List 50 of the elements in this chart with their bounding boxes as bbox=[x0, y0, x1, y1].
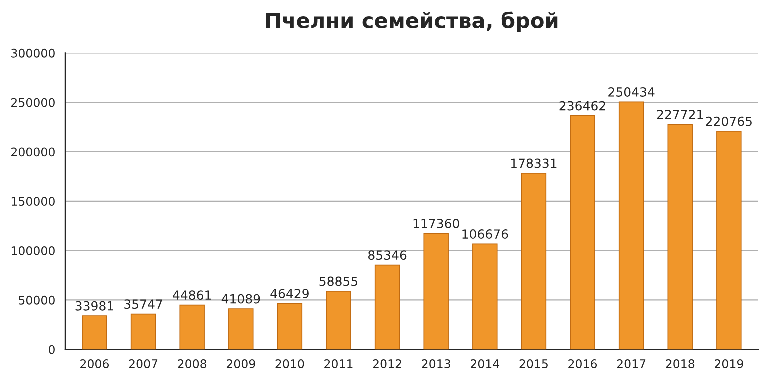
y-tick-label: 50000 bbox=[19, 296, 55, 305]
y-tick-label: 100000 bbox=[12, 246, 55, 256]
data-label: 227721 bbox=[657, 110, 704, 120]
data-label: 85346 bbox=[368, 250, 407, 260]
x-tick-label: 2011 bbox=[324, 360, 353, 368]
y-tick-label: 0 bbox=[48, 345, 55, 354]
x-tick-label: 2007 bbox=[129, 360, 158, 368]
y-tick-label: 200000 bbox=[12, 148, 55, 157]
x-tick-label: 2012 bbox=[373, 360, 402, 368]
x-tick-label: 2008 bbox=[178, 360, 207, 368]
x-tick-label: 2016 bbox=[568, 360, 598, 368]
bar bbox=[472, 244, 498, 350]
y-tick-label: 300000 bbox=[12, 48, 55, 58]
bar bbox=[570, 116, 596, 350]
x-tick-label: 2006 bbox=[80, 360, 110, 368]
bar bbox=[424, 233, 449, 350]
chart-title: Пчелни семейства, брой bbox=[266, 12, 558, 33]
y-tick-label: 150000 bbox=[12, 197, 55, 206]
bar bbox=[716, 131, 742, 350]
y-tick-label: 250000 bbox=[12, 98, 55, 108]
data-label: 178331 bbox=[511, 158, 557, 168]
bar bbox=[130, 314, 156, 350]
data-label: 33981 bbox=[76, 301, 114, 311]
bar bbox=[228, 308, 254, 350]
x-tick-label: 2019 bbox=[715, 360, 744, 368]
x-tick-label: 2009 bbox=[226, 360, 256, 368]
bar bbox=[668, 124, 693, 350]
data-label: 46429 bbox=[270, 289, 309, 299]
data-label: 236462 bbox=[560, 101, 606, 111]
data-label: 58855 bbox=[320, 276, 358, 286]
bar bbox=[180, 304, 205, 350]
bar bbox=[374, 264, 400, 350]
x-tick-label: 2018 bbox=[666, 360, 695, 368]
data-label: 220765 bbox=[706, 116, 752, 126]
x-tick-label: 2013 bbox=[422, 360, 450, 368]
data-label: 106676 bbox=[462, 230, 508, 240]
x-tick-label: 2014 bbox=[470, 360, 500, 368]
bar bbox=[521, 172, 547, 350]
bar bbox=[82, 316, 108, 350]
data-label: 250434 bbox=[608, 88, 655, 97]
x-tick-label: 2017 bbox=[617, 360, 646, 368]
data-label: 44861 bbox=[173, 290, 212, 300]
data-label: 41089 bbox=[222, 294, 260, 304]
data-label: 117360 bbox=[414, 218, 460, 228]
bar bbox=[326, 291, 352, 350]
data-label: 35747 bbox=[124, 300, 162, 310]
bar bbox=[618, 102, 644, 350]
x-tick-label: 2010 bbox=[276, 360, 304, 368]
x-tick-label: 2015 bbox=[520, 360, 548, 368]
bar bbox=[277, 303, 303, 350]
